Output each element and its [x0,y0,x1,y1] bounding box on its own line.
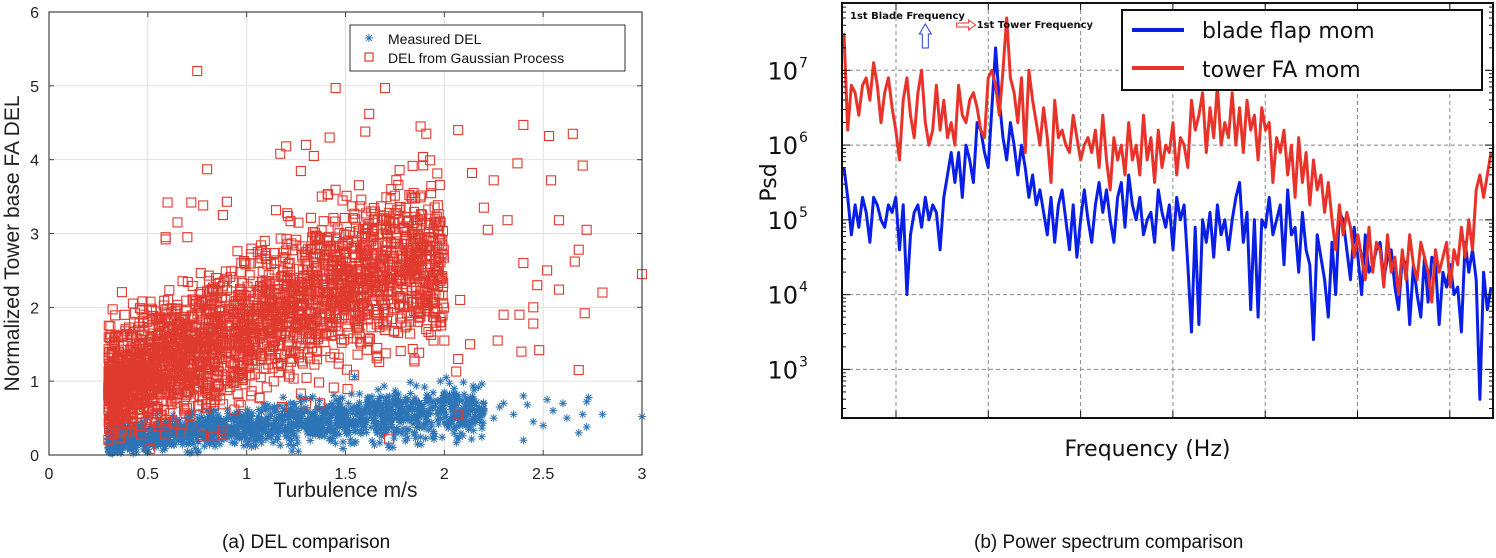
caption-power-spectrum: (b) Power spectrum comparison [974,532,1244,553]
legend: blade flap mom tower FA mom [1121,9,1483,91]
y-tick-label: 10 [767,207,798,235]
x-axis-label: Frequency (Hz) [1065,437,1231,462]
y-axis-label: Psd [757,163,782,201]
y-tick-label: 10 [767,282,798,310]
caption-del-comparison: (a) DEL comparison [222,532,391,553]
y-tick-exponent: 7 [799,55,808,71]
data-point [467,435,476,444]
data-point [429,388,438,397]
annotations: 1st Blade Frequency 1st Tower Frequency [850,11,1094,49]
y-tick-exponent: 3 [799,354,808,370]
y-tick-label: 10 [767,132,798,160]
data-point [355,389,364,398]
annotation-blade-frequency: 1st Blade Frequency [850,11,965,22]
y-tick-exponent: 5 [799,205,808,221]
y-tick-label: 10 [767,356,798,384]
data-point [406,378,415,387]
data-point [200,442,209,451]
y-tick-exponent: 6 [799,130,808,146]
y-tick-exponent: 4 [799,280,808,296]
scatter-points [103,66,648,458]
data-point [442,373,451,382]
y-tick-label: 10 [767,57,798,85]
annotation-tower-frequency: 1st Tower Frequency [977,20,1094,31]
legend-label-blade: blade flap mom [1202,19,1375,44]
line-blade-flap-mom [842,46,1493,401]
legend-label-tower: tower FA mom [1202,58,1361,83]
arrow-up-icon [918,23,933,49]
